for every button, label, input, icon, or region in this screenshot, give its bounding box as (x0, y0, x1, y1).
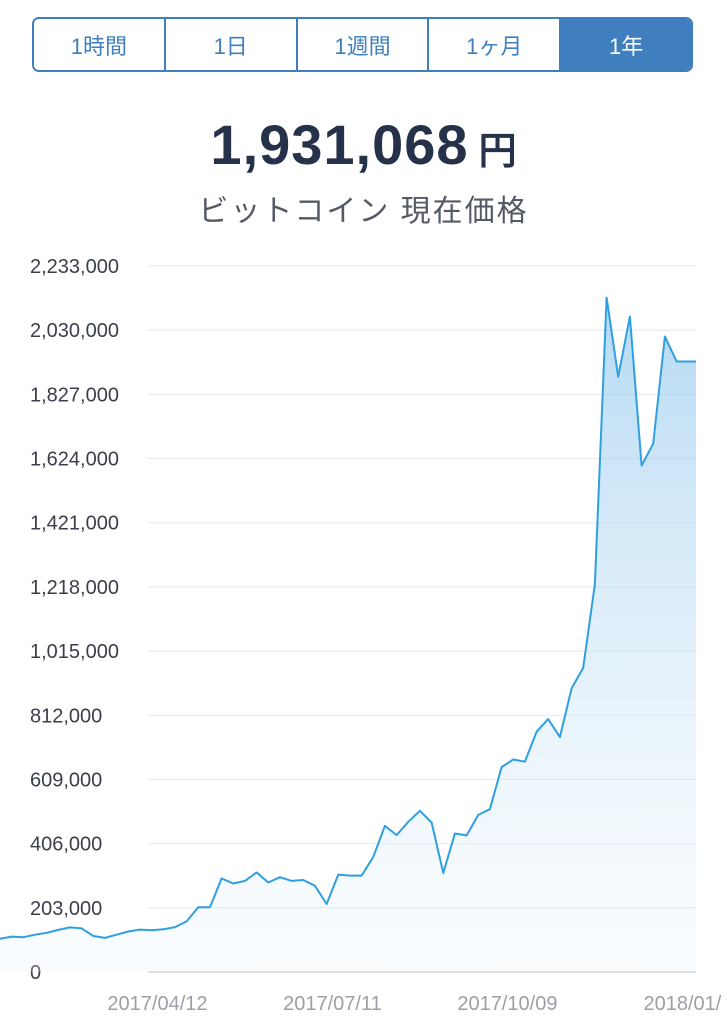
x-tick-label: 2017/10/09 (457, 993, 557, 1015)
price-line (0, 296, 696, 940)
price-area (0, 297, 696, 973)
tab-1-year[interactable]: 1年 (561, 19, 691, 70)
price-unit: 円 (478, 131, 517, 173)
x-tick-label: 2017/04/12 (107, 993, 207, 1015)
y-tick-label: 0 (30, 962, 41, 984)
y-tick-label: 1,421,000 (30, 513, 119, 535)
y-axis: 2,233,000 2,030,000 1,827,000 1,624,000 1,42… (30, 256, 119, 984)
x-tick-label: 2017/07/11 (283, 993, 382, 1015)
current-price: 1,931,068 円 (0, 112, 727, 177)
y-tick-label: 1,624,000 (30, 449, 119, 471)
tab-1-week[interactable]: 1週間 (297, 19, 430, 70)
y-tick-label: 203,000 (30, 898, 102, 920)
y-tick-label: 609,000 (30, 769, 102, 791)
y-tick-label: 1,015,000 (30, 641, 119, 663)
y-tick-label: 2,233,000 (30, 256, 119, 278)
x-axis: 2017/04/12 2017/07/11 2017/10/09 2018/01/ (107, 993, 721, 1015)
y-tick-label: 2,030,000 (30, 320, 119, 342)
tab-1-month[interactable]: 1ヶ月 (429, 19, 562, 70)
tab-1-day[interactable]: 1日 (165, 19, 298, 70)
price-value: 1,931,068 (210, 113, 469, 176)
y-tick-label: 1,827,000 (30, 384, 119, 406)
y-tick-label: 406,000 (30, 834, 102, 856)
time-range-tabs: 1時間 1日 1週間 1ヶ月 1年 (32, 17, 693, 72)
x-tick-label: 2018/01/ (643, 993, 721, 1015)
price-subtitle: ビットコイン 現在価格 (198, 195, 529, 228)
y-tick-label: 812,000 (30, 705, 102, 727)
y-tick-label: 1,218,000 (30, 577, 119, 599)
tab-1-hour[interactable]: 1時間 (34, 19, 166, 70)
